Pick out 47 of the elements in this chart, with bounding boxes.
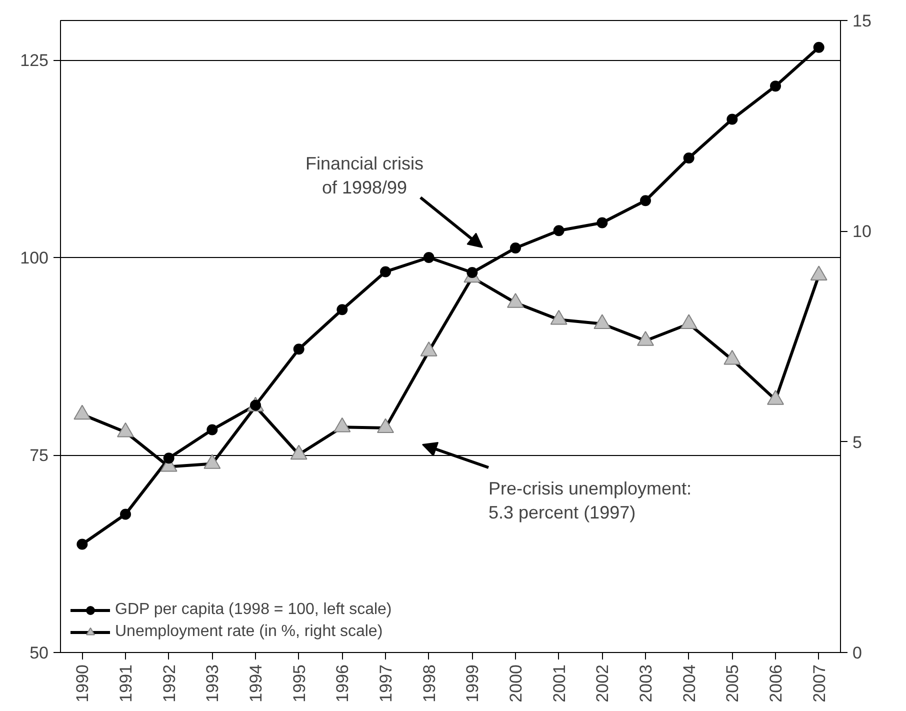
point [76, 538, 88, 550]
point [726, 114, 738, 125]
x-tick-label: 2001 [550, 664, 569, 702]
point [770, 80, 781, 92]
point [380, 266, 391, 278]
x-tick-label: 1998 [420, 664, 439, 702]
legend-label: GDP per capita (1998 = 100, left scale) [115, 601, 392, 619]
y2-tick-label: 5 [852, 432, 862, 452]
x-tick-label: 1994 [246, 664, 266, 702]
x-tick-label: 1999 [463, 664, 482, 702]
y2-tick-label: 0 [852, 644, 862, 662]
point [640, 195, 651, 206]
y-tick-label: 100 [20, 248, 49, 268]
y-tick-label: 75 [30, 446, 49, 465]
point [163, 452, 174, 464]
point [466, 267, 478, 278]
point [120, 508, 131, 520]
x-tick-label: 1991 [116, 664, 136, 702]
point [510, 242, 521, 254]
point [206, 424, 218, 436]
point [423, 252, 434, 263]
x-tick-label: 1996 [333, 664, 352, 702]
point [596, 217, 608, 228]
point [813, 42, 824, 53]
x-tick-label: 1992 [160, 664, 179, 702]
legend-label: Unemployment rate (in %, right scale) [115, 623, 383, 641]
x-tick-label: 2002 [593, 664, 612, 702]
point [336, 304, 348, 316]
y2-tick-label: 10 [852, 222, 872, 242]
x-tick-label: 2005 [723, 664, 742, 702]
x-tick-label: 1993 [203, 664, 222, 702]
annotation: Pre-crisis unemployment: 5.3 percent (1997) [488, 478, 692, 522]
x-tick-label: 2007 [810, 664, 829, 702]
x-tick-label: 2004 [680, 664, 699, 702]
point [293, 344, 304, 355]
y2-tick-label: 15 [852, 12, 872, 30]
x-tick-label: 1997 [376, 664, 396, 702]
x-tick-label: 1995 [290, 664, 309, 702]
x-tick-label: 1990 [73, 664, 92, 702]
annotation: Financial crisis of 1998/99 [305, 154, 424, 198]
y-tick-label: 50 [30, 644, 49, 662]
y-tick-label: 125 [20, 51, 49, 70]
x-tick-label: 2000 [506, 664, 526, 702]
point [683, 152, 694, 164]
x-tick-label: 2006 [766, 664, 786, 702]
x-tick-label: 2003 [636, 664, 656, 702]
point [553, 225, 564, 236]
